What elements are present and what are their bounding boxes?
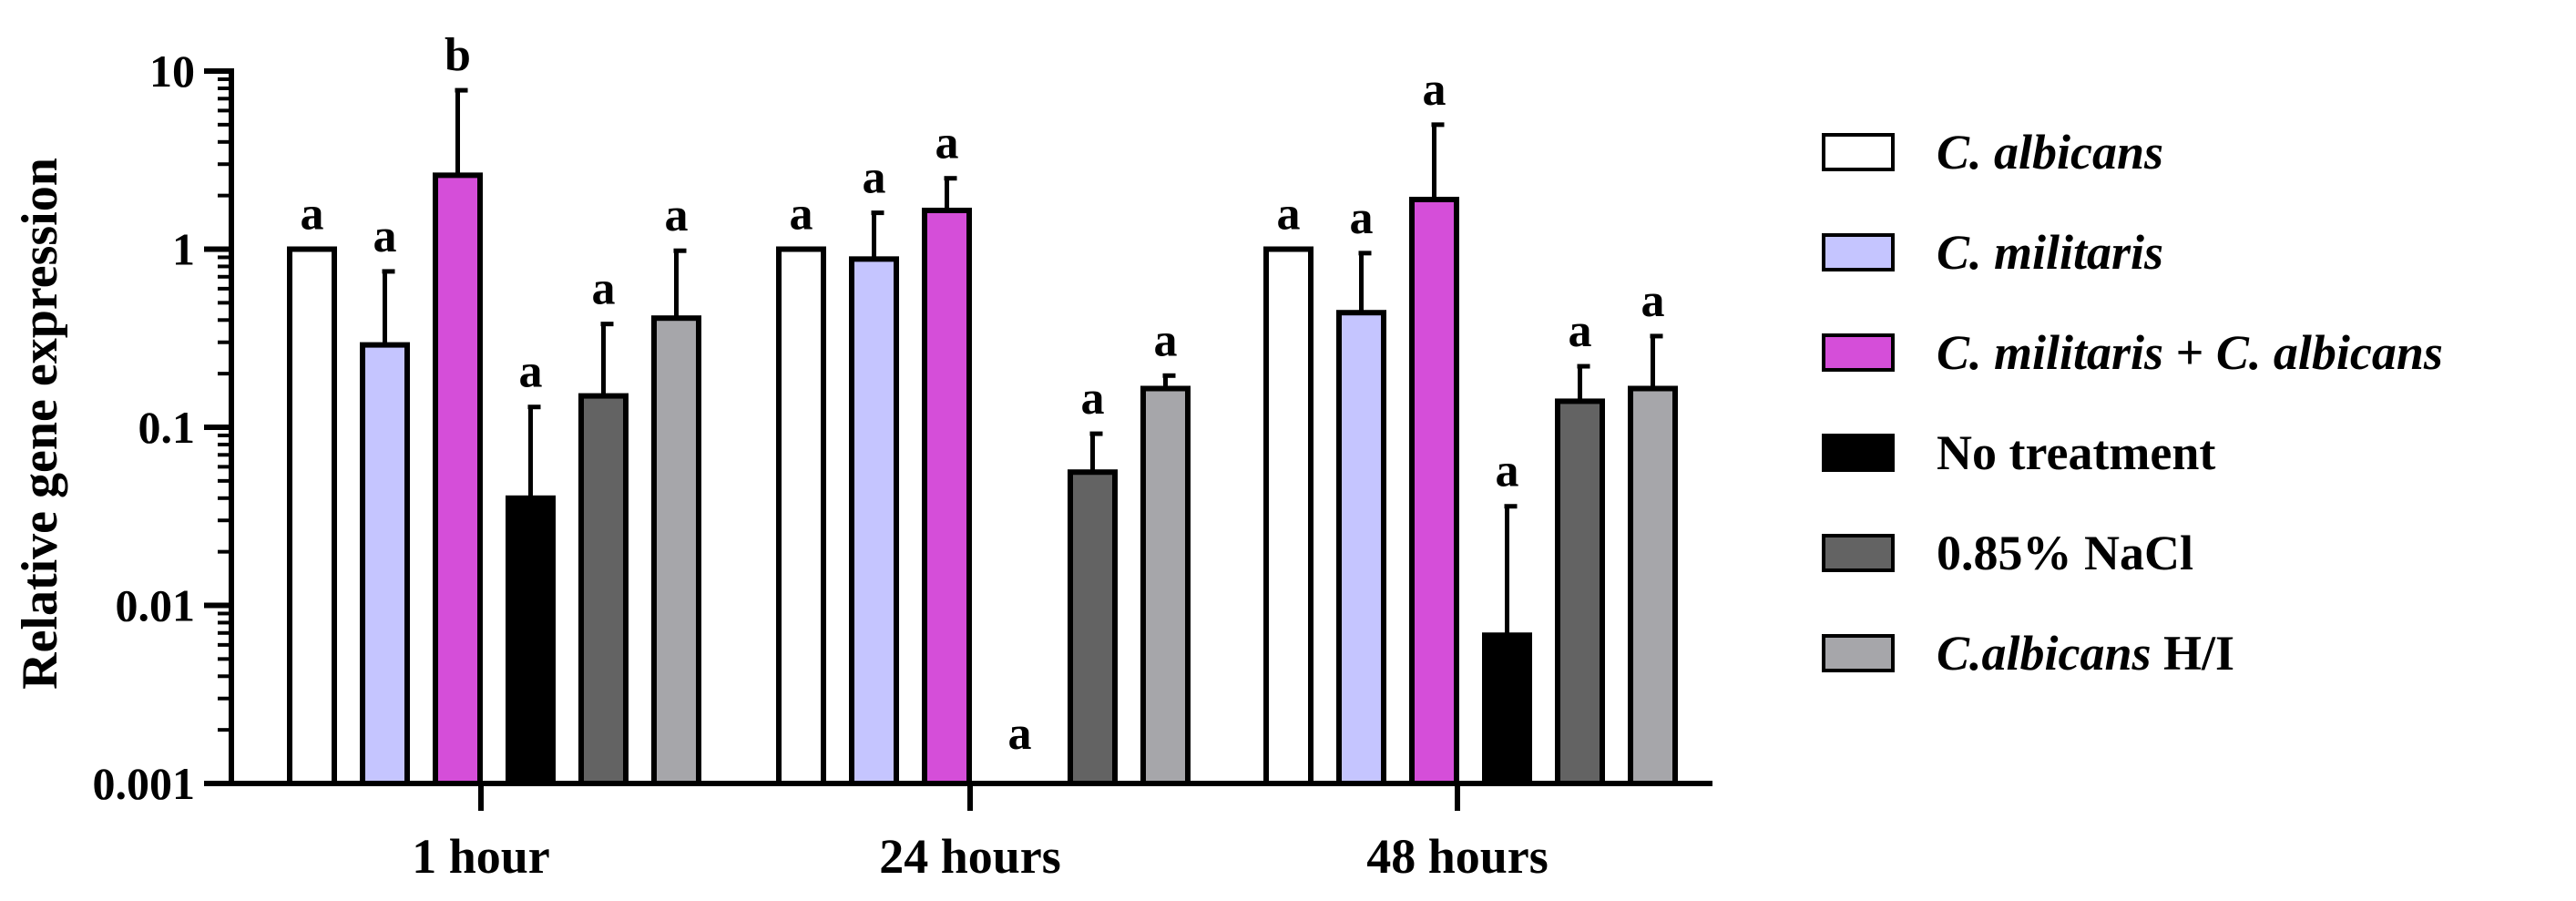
bar — [433, 172, 483, 787]
bar — [578, 393, 629, 786]
significance-letter: a — [1350, 192, 1374, 244]
significance-letter: a — [1423, 64, 1446, 116]
bar — [776, 246, 826, 786]
y-tick-label: 1 — [172, 224, 195, 275]
bar — [849, 256, 899, 786]
significance-letter: a — [1081, 373, 1105, 425]
legend-label: C. militaris + C. albicans — [1937, 325, 2443, 380]
bar — [1482, 632, 1532, 786]
bar — [1263, 246, 1314, 786]
bar — [1068, 469, 1118, 786]
x-tick-label: 1 hour — [412, 829, 550, 884]
legend-item-no-treatment: No treatment — [1822, 403, 2443, 503]
bar — [1336, 310, 1386, 786]
significance-letter: a — [373, 210, 397, 262]
significance-letter: a — [1569, 305, 1592, 357]
significance-letter: a — [519, 346, 543, 398]
legend: C. albicans C. militaris C. militaris + … — [1822, 102, 2443, 703]
significance-letter: a — [592, 263, 616, 315]
significance-letter: a — [935, 118, 959, 169]
significance-letter: a — [1008, 708, 1032, 760]
bar — [1555, 398, 1605, 786]
bar — [1409, 197, 1459, 787]
legend-item-c-albicans: C. albicans — [1822, 102, 2443, 202]
legend-item-c-albicans-hi: C.albicans H/I — [1822, 603, 2443, 703]
legend-label: C.albicans H/I — [1937, 626, 2235, 681]
bars-layer — [287, 87, 1678, 787]
y-tick-label: 0.1 — [138, 402, 196, 453]
significance-letter: b — [445, 29, 471, 81]
significance-letter: a — [1277, 189, 1301, 241]
significance-letter: a — [863, 152, 886, 204]
x-tick-label: 24 hours — [879, 829, 1061, 884]
legend-swatch — [1822, 333, 1895, 372]
legend-label: C. militaris — [1937, 225, 2164, 280]
legend-item-c-militaris-plus-c-albicans: C. militaris + C. albicans — [1822, 302, 2443, 403]
legend-swatch — [1822, 434, 1895, 472]
significance-letter: a — [301, 189, 324, 241]
y-axis-label: Relative gene expression — [12, 158, 68, 690]
significance-letter: a — [665, 189, 689, 241]
legend-item-nacl: 0.85% NaCl — [1822, 503, 2443, 603]
legend-swatch — [1822, 534, 1895, 572]
legend-label: 0.85% NaCl — [1937, 526, 2193, 580]
bar — [651, 315, 701, 786]
legend-label: No treatment — [1937, 425, 2216, 480]
bar — [287, 246, 337, 786]
legend-label: C. albicans — [1937, 125, 2164, 179]
legend-item-c-militaris: C. militaris — [1822, 202, 2443, 302]
legend-swatch — [1822, 634, 1895, 672]
significance-letter: a — [790, 189, 813, 241]
bar — [922, 207, 972, 787]
axes-layer — [204, 68, 1712, 811]
y-tick-label: 0.001 — [93, 758, 196, 809]
y-tick-label: 0.01 — [116, 580, 196, 631]
bar — [1140, 385, 1191, 786]
x-tick-label: 48 hours — [1366, 829, 1549, 884]
legend-swatch — [1822, 233, 1895, 271]
bar — [506, 495, 556, 786]
significance-letter: a — [1641, 275, 1665, 327]
legend-swatch — [1822, 133, 1895, 171]
significance-letter: a — [1496, 445, 1519, 497]
bar — [360, 342, 410, 786]
bar — [1628, 385, 1678, 786]
significance-letter: a — [1154, 314, 1178, 366]
y-tick-label: 10 — [149, 46, 195, 97]
